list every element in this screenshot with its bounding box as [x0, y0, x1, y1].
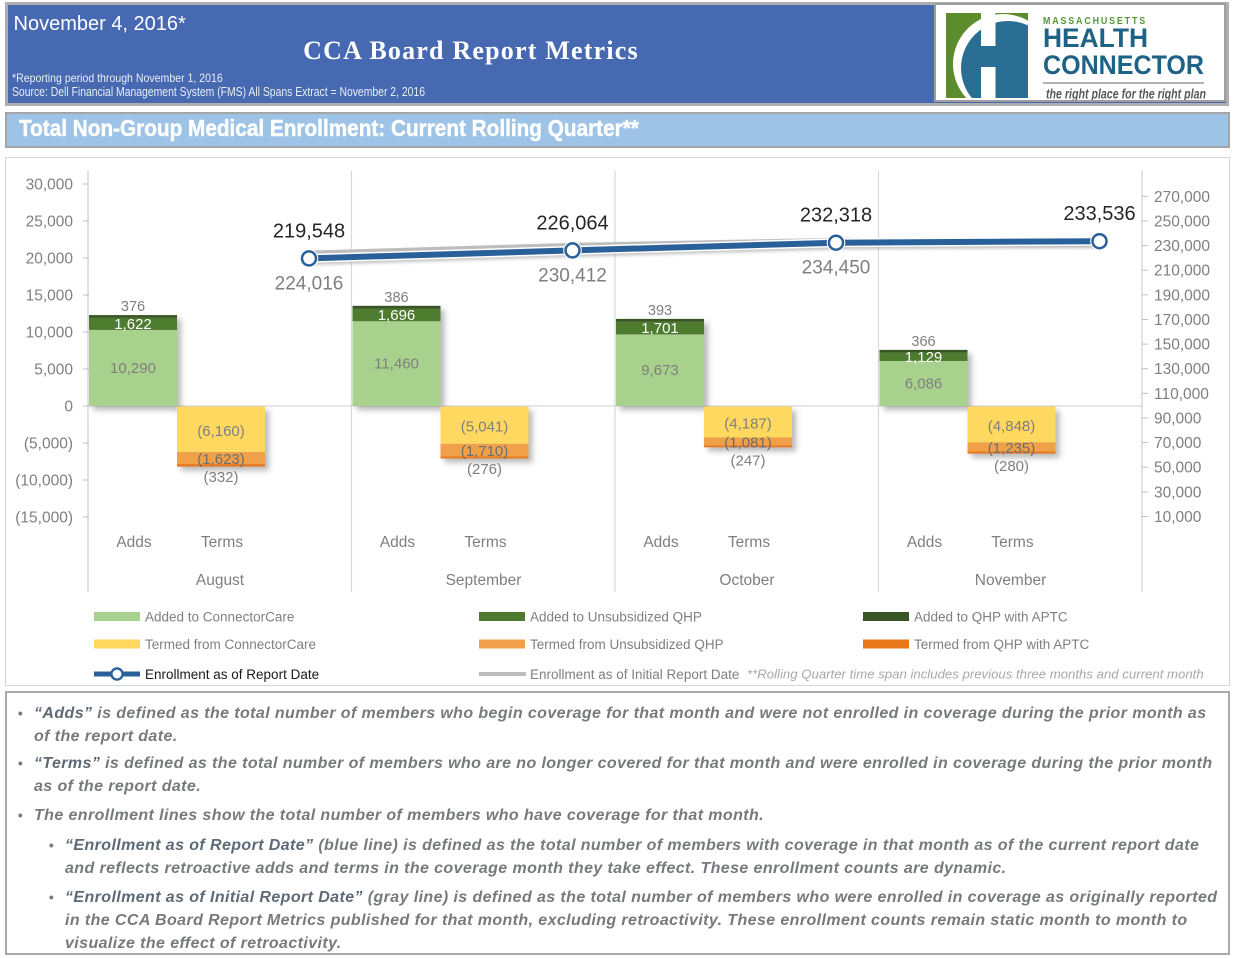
svg-text:(4,187): (4,187) [724, 416, 772, 433]
svg-text:(1,710): (1,710) [461, 443, 509, 460]
svg-text:Adds: Adds [643, 534, 679, 551]
svg-text:20,000: 20,000 [26, 251, 74, 268]
svg-text:110,000: 110,000 [1154, 386, 1209, 403]
svg-text:September: September [446, 572, 522, 589]
svg-text:(1,235): (1,235) [988, 440, 1036, 457]
svg-text:(10,000): (10,000) [15, 473, 73, 490]
svg-text:(247): (247) [730, 453, 765, 470]
svg-text:(15,000): (15,000) [15, 510, 73, 527]
svg-text:Added to ConnectorCare: Added to ConnectorCare [145, 610, 294, 625]
svg-text:9,673: 9,673 [641, 362, 679, 379]
svg-text:10,000: 10,000 [26, 325, 74, 342]
svg-text:219,548: 219,548 [273, 220, 345, 242]
svg-text:10,290: 10,290 [110, 360, 156, 377]
svg-text:November: November [975, 572, 1047, 589]
svg-text:Terms: Terms [991, 534, 1033, 551]
svg-text:393: 393 [648, 303, 672, 319]
svg-text:the right place for the right: the right place for the right plan [1046, 86, 1206, 100]
svg-text:230,000: 230,000 [1154, 238, 1210, 255]
svg-text:(276): (276) [467, 461, 502, 478]
svg-text:30,000: 30,000 [1154, 484, 1202, 501]
svg-text:190,000: 190,000 [1154, 287, 1210, 304]
svg-text:(5,041): (5,041) [461, 419, 509, 436]
svg-text:230,412: 230,412 [538, 265, 607, 286]
svg-text:376: 376 [121, 299, 145, 315]
svg-text:Terms: Terms [728, 534, 770, 551]
svg-text:(1,623): (1,623) [197, 451, 245, 468]
svg-text:Termed from QHP with APTC: Termed from QHP with APTC [914, 637, 1090, 652]
svg-text:CONNECTOR: CONNECTOR [1043, 50, 1204, 80]
svg-text:Enrollment as of Report Date: Enrollment as of Report Date [145, 667, 319, 682]
svg-text:(1,081): (1,081) [724, 435, 772, 452]
svg-text:170,000: 170,000 [1154, 312, 1210, 329]
svg-text:233,536: 233,536 [1063, 203, 1135, 225]
svg-text:1,701: 1,701 [641, 320, 679, 337]
svg-text:50,000: 50,000 [1154, 460, 1202, 477]
svg-text:Adds: Adds [380, 534, 416, 551]
svg-text:226,064: 226,064 [536, 212, 608, 234]
svg-text:(6,160): (6,160) [197, 423, 245, 440]
svg-text:11,460: 11,460 [374, 356, 419, 373]
svg-text:30,000: 30,000 [26, 177, 74, 194]
svg-text:210,000: 210,000 [1154, 263, 1210, 280]
svg-text:Termed from ConnectorCare: Termed from ConnectorCare [145, 637, 316, 652]
svg-text:70,000: 70,000 [1154, 435, 1202, 452]
svg-text:25,000: 25,000 [26, 214, 74, 231]
svg-text:1,622: 1,622 [114, 316, 152, 333]
svg-text:234,450: 234,450 [802, 258, 871, 279]
svg-text:5,000: 5,000 [34, 362, 73, 379]
svg-text:Added to Unsubsidized QHP: Added to Unsubsidized QHP [530, 610, 702, 625]
svg-text:Added to QHP with APTC: Added to QHP with APTC [914, 610, 1068, 625]
svg-text:August: August [196, 572, 245, 589]
svg-text:366: 366 [911, 334, 935, 350]
svg-text:150,000: 150,000 [1154, 337, 1210, 354]
svg-text:(5,000): (5,000) [24, 436, 73, 453]
svg-text:Adds: Adds [907, 534, 943, 551]
svg-text:Termed from Unsubsidized QHP: Termed from Unsubsidized QHP [530, 637, 724, 652]
svg-text:224,016: 224,016 [275, 273, 344, 294]
svg-text:232,318: 232,318 [800, 205, 872, 227]
svg-text:15,000: 15,000 [26, 288, 74, 305]
svg-text:90,000: 90,000 [1154, 411, 1202, 428]
svg-text:0: 0 [64, 399, 73, 416]
svg-text:**Rolling Quarter time span in: **Rolling Quarter time span includes pre… [747, 667, 1204, 682]
svg-text:HEALTH: HEALTH [1043, 23, 1148, 53]
svg-text:October: October [719, 572, 774, 589]
svg-text:130,000: 130,000 [1154, 361, 1210, 378]
svg-text:(4,848): (4,848) [988, 418, 1036, 435]
svg-text:1,696: 1,696 [378, 307, 416, 324]
svg-text:(280): (280) [994, 458, 1029, 475]
svg-text:Terms: Terms [201, 534, 243, 551]
svg-text:Adds: Adds [116, 534, 152, 551]
svg-text:(332): (332) [203, 469, 238, 486]
svg-text:270,000: 270,000 [1154, 189, 1210, 206]
svg-text:386: 386 [384, 290, 408, 306]
svg-text:MASSACHUSETTS: MASSACHUSETTS [1043, 15, 1147, 27]
svg-text:10,000: 10,000 [1154, 509, 1202, 526]
svg-text:250,000: 250,000 [1154, 213, 1210, 230]
svg-text:1,129: 1,129 [905, 349, 943, 366]
svg-text:6,086: 6,086 [905, 376, 943, 393]
svg-text:Terms: Terms [464, 534, 506, 551]
svg-text:Enrollment as of Initial Repor: Enrollment as of Initial Report Date [530, 667, 739, 682]
